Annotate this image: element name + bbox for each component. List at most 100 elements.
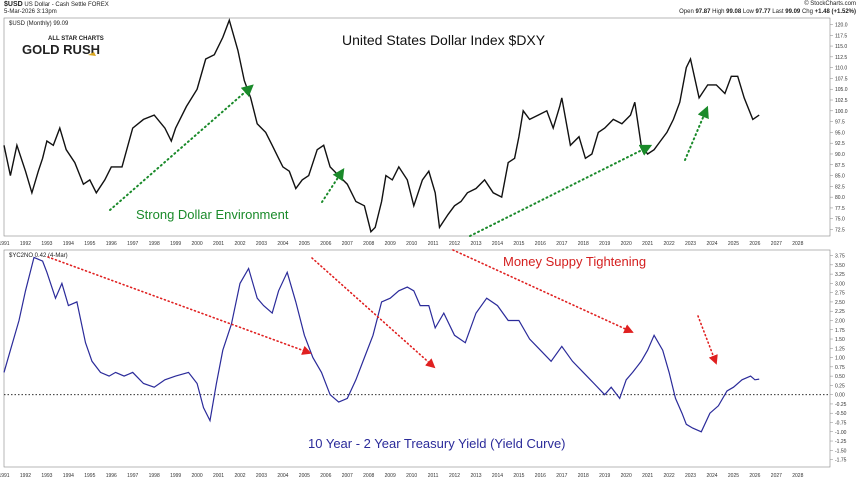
y-tick-label: 3.75: [835, 254, 845, 260]
year-label-bottom: 2012: [449, 473, 460, 479]
y-tick-label: -0.25: [835, 402, 847, 408]
red-trend-arrow-4: [697, 315, 718, 365]
y-tick-label: 110.0: [835, 66, 847, 72]
year-label-bottom: 2018: [578, 473, 589, 479]
last-label: Last: [772, 9, 784, 15]
y-tick-label: 0.50: [835, 374, 845, 380]
year-label-top: 2018: [578, 241, 589, 247]
year-label-bottom: 2019: [599, 473, 610, 479]
year-label-bottom: 2003: [256, 473, 267, 479]
year-label-bottom: 2010: [406, 473, 417, 479]
year-label-top: 1993: [41, 241, 52, 247]
year-label-bottom: 2025: [728, 473, 739, 479]
year-label-top: 1997: [127, 241, 138, 247]
year-label-top: 2003: [256, 241, 267, 247]
y-tick-label: 92.5: [835, 141, 845, 147]
y-tick-label: 1.00: [835, 356, 845, 362]
yield-curve-title: 10 Year - 2 Year Treasury Yield (Yield C…: [308, 436, 566, 451]
y-tick-label: 1.25: [835, 346, 845, 352]
year-label-top: 2016: [535, 241, 546, 247]
top-year-axis: 1991 1992 1993 1994 1995 1996 1997 1998 1999 2000…: [0, 241, 804, 247]
yield-axes: 3.75 3.50 3.25 3.00 2.75 2.50 2.25 2.00 1.75 1.50…: [830, 254, 847, 464]
yield-legend: $YC2NO 0.42 (4-Mar): [9, 253, 68, 259]
y-tick-label: 2.00: [835, 318, 845, 324]
green-trend-arrow-4: [684, 105, 709, 161]
green-trend-arrow-2: [321, 167, 345, 203]
year-label-bottom: 2015: [513, 473, 524, 479]
low-label: Low: [742, 9, 754, 15]
year-label-top: 1999: [170, 241, 181, 247]
year-label-bottom: 2026: [749, 473, 760, 479]
symbol-line: $USD US Dollar - Cash Settle FOREX: [4, 1, 109, 8]
y-tick-label: -1.75: [835, 458, 847, 464]
y-tick-label: 90.0: [835, 152, 845, 158]
year-label-top: 1996: [106, 241, 117, 247]
year-label-bottom: 2014: [492, 473, 503, 479]
year-label-top: 1994: [63, 241, 74, 247]
y-tick-label: 3.25: [835, 272, 845, 278]
dxy-panel-frame: [3, 17, 831, 237]
year-label-bottom: 2006: [320, 473, 331, 479]
symbol: $USD: [4, 1, 23, 8]
year-label-bottom: 2001: [213, 473, 224, 479]
y-tick-label: 75.0: [835, 217, 845, 223]
year-label-top: 2010: [406, 241, 417, 247]
y-tick-label: 0.00: [835, 393, 845, 399]
year-label-bottom: 1992: [20, 473, 31, 479]
red-trend-arrow-3: [452, 249, 634, 334]
last-value: 99.09: [785, 9, 801, 15]
strong-dollar-annotation: Strong Dollar Environment: [136, 207, 289, 222]
year-label-top: 2008: [363, 241, 374, 247]
y-tick-label: 82.5: [835, 184, 845, 190]
y-tick-label: 77.5: [835, 206, 845, 212]
y-tick-label: 0.25: [835, 383, 845, 389]
y-tick-label: 100.0: [835, 109, 848, 115]
year-label-top: 2028: [792, 241, 803, 247]
chart-header: $USD US Dollar - Cash Settle FOREX 5-Mar…: [0, 0, 860, 18]
year-label-bottom: 1991: [0, 473, 10, 479]
year-label-bottom: 2004: [277, 473, 288, 479]
gold-rush-logo: ALL STAR CHARTS GOLD RUSH: [22, 36, 104, 57]
source-credit: © StockCharts.com: [804, 1, 856, 7]
logo-line1: ALL STAR CHARTS: [48, 36, 104, 42]
timestamp: 5-Mar-2026 3:13pm: [4, 9, 57, 15]
year-label-bottom: 2016: [535, 473, 546, 479]
year-label-bottom: 2013: [470, 473, 481, 479]
year-label-top: 2021: [642, 241, 653, 247]
year-label-bottom: 2021: [642, 473, 653, 479]
open-value: 97.87: [695, 9, 711, 15]
year-label-bottom: 1997: [127, 473, 138, 479]
year-label-top: 2019: [599, 241, 610, 247]
y-tick-label: 95.0: [835, 130, 845, 136]
year-label-bottom: 1999: [170, 473, 181, 479]
bottom-year-axis: 1991 1992 1993 1994 1995 1996 1997 1998 1999 2000…: [0, 473, 804, 479]
y-tick-label: 1.50: [835, 337, 845, 343]
chg-value: +1.48 (+1.52%): [814, 9, 856, 15]
year-label-bottom: 1998: [149, 473, 160, 479]
low-value: 97.77: [755, 9, 771, 15]
year-label-top: 2006: [320, 241, 331, 247]
year-label-top: 2024: [706, 241, 717, 247]
red-trend-arrow-2: [311, 257, 436, 369]
year-label-bottom: 2000: [192, 473, 203, 479]
green-trend-arrow-3: [469, 144, 653, 237]
year-label-top: 2013: [470, 241, 481, 247]
year-label-bottom: 2008: [363, 473, 374, 479]
year-label-bottom: 2011: [428, 473, 439, 479]
chg-label: Chg: [801, 9, 813, 15]
y-tick-label: 115.0: [835, 44, 847, 50]
dxy-title: United States Dollar Index $DXY: [342, 32, 546, 48]
year-label-top: 2009: [385, 241, 396, 247]
y-tick-label: 102.5: [835, 98, 848, 104]
year-label-top: 2027: [771, 241, 782, 247]
year-label-top: 2004: [277, 241, 288, 247]
money-supply-annotation: Money Suppy Tightening: [503, 254, 646, 269]
y-tick-label: 80.0: [835, 195, 845, 201]
symbol-description: US Dollar - Cash Settle FOREX: [24, 2, 109, 8]
y-tick-label: 72.5: [835, 228, 845, 234]
year-label-top: 1995: [84, 241, 95, 247]
year-label-bottom: 2009: [385, 473, 396, 479]
dxy-axes: 72.5 75.0 77.5 80.0 82.5 85.0 87.5 90.0 92.5 95.0…: [830, 22, 848, 234]
year-label-bottom: 2023: [685, 473, 696, 479]
